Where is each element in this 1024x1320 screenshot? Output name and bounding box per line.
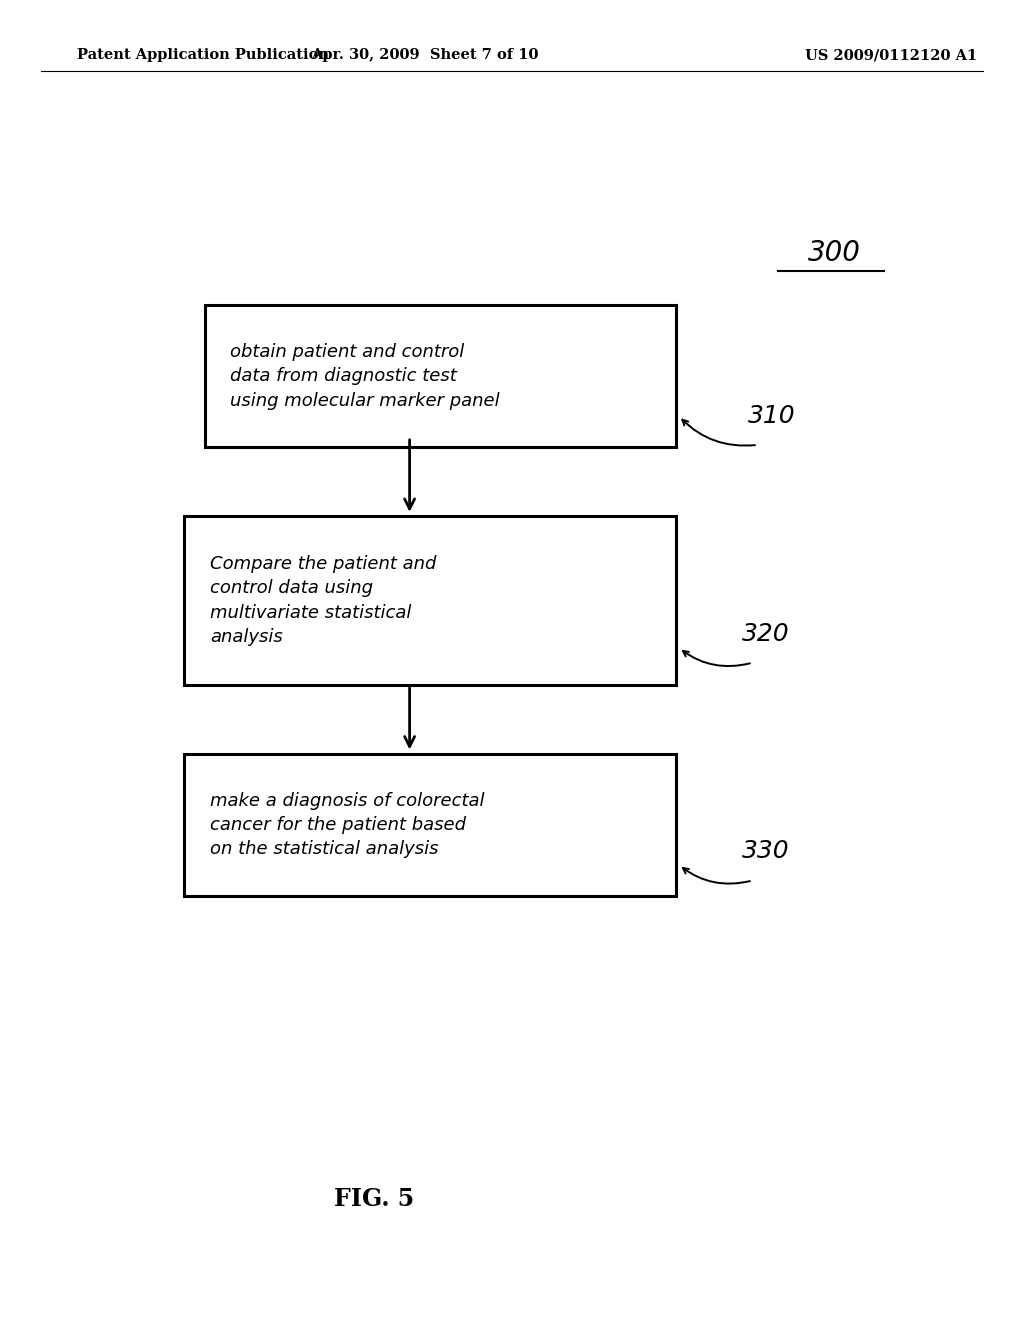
Text: obtain patient and control
data from diagnostic test
using molecular marker pane: obtain patient and control data from dia…: [230, 343, 500, 409]
FancyBboxPatch shape: [184, 516, 676, 685]
Text: 310: 310: [748, 404, 796, 428]
FancyBboxPatch shape: [184, 754, 676, 896]
Text: FIG. 5: FIG. 5: [334, 1187, 414, 1210]
Text: make a diagnosis of colorectal
cancer for the patient based
on the statistical a: make a diagnosis of colorectal cancer fo…: [210, 792, 484, 858]
FancyBboxPatch shape: [205, 305, 676, 447]
Text: 320: 320: [742, 622, 791, 645]
Text: Compare the patient and
control data using
multivariate statistical
analysis: Compare the patient and control data usi…: [210, 556, 436, 645]
Text: Apr. 30, 2009  Sheet 7 of 10: Apr. 30, 2009 Sheet 7 of 10: [311, 49, 539, 62]
Text: 330: 330: [742, 840, 791, 863]
Text: US 2009/0112120 A1: US 2009/0112120 A1: [805, 49, 977, 62]
Text: 300: 300: [808, 239, 861, 268]
Text: Patent Application Publication: Patent Application Publication: [77, 49, 329, 62]
